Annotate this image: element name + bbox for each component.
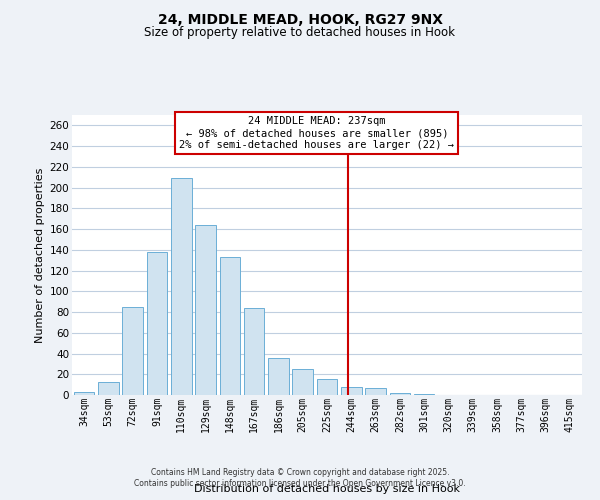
Text: Size of property relative to detached houses in Hook: Size of property relative to detached ho… <box>145 26 455 39</box>
X-axis label: Distribution of detached houses by size in Hook: Distribution of detached houses by size … <box>194 484 460 494</box>
Bar <box>195 225 216 395</box>
Bar <box>317 380 337 395</box>
Text: 24, MIDDLE MEAD, HOOK, RG27 9NX: 24, MIDDLE MEAD, HOOK, RG27 9NX <box>157 12 443 26</box>
Text: Contains HM Land Registry data © Crown copyright and database right 2025.
Contai: Contains HM Land Registry data © Crown c… <box>134 468 466 487</box>
Bar <box>414 394 434 395</box>
Bar <box>244 308 265 395</box>
Bar <box>98 382 119 395</box>
Bar <box>74 392 94 395</box>
Bar <box>146 252 167 395</box>
Text: 24 MIDDLE MEAD: 237sqm
← 98% of detached houses are smaller (895)
2% of semi-det: 24 MIDDLE MEAD: 237sqm ← 98% of detached… <box>179 116 454 150</box>
Bar <box>122 307 143 395</box>
Bar <box>365 388 386 395</box>
Y-axis label: Number of detached properties: Number of detached properties <box>35 168 46 342</box>
Bar <box>171 178 191 395</box>
Bar <box>389 393 410 395</box>
Bar <box>220 257 240 395</box>
Bar <box>341 386 362 395</box>
Bar <box>292 369 313 395</box>
Bar <box>268 358 289 395</box>
